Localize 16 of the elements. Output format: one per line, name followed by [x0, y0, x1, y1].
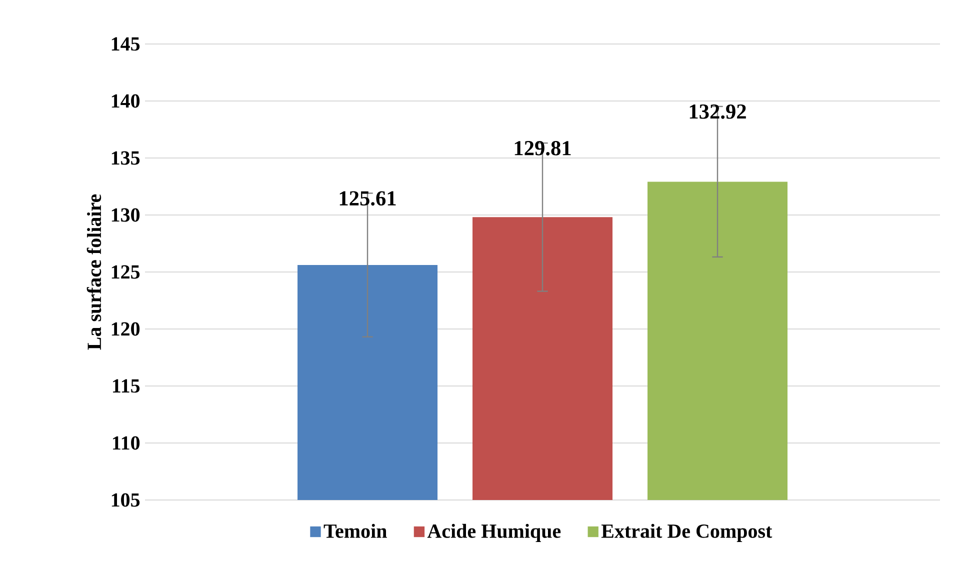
legend-label: Temoin	[324, 524, 387, 538]
data-label: 129.81	[514, 140, 571, 156]
y-tick-label: 125	[112, 265, 140, 279]
y-axis-title: La surface foliaire	[86, 194, 102, 350]
y-tick-label: 135	[112, 151, 140, 165]
y-tick-label: 110	[113, 436, 140, 450]
y-tick-label: 145	[112, 37, 140, 51]
legend-label: Extrait De Compost	[601, 524, 772, 542]
data-label: 132.92	[690, 104, 746, 119]
y-tick-label: 120	[112, 322, 140, 336]
y-tick-label: 105	[112, 493, 140, 507]
data-label: 125.61	[340, 191, 396, 206]
y-tick-label: 115	[113, 379, 140, 393]
y-tick-label: 130	[112, 208, 140, 222]
y-tick-label: 140	[112, 94, 140, 108]
legend-label: Acide Humique	[427, 524, 561, 542]
